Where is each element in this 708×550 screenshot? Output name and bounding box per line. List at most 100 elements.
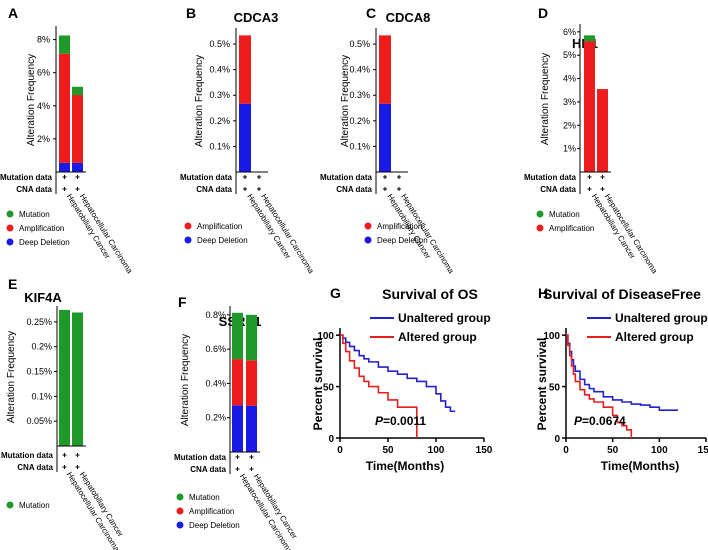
y-axis-label-C: Alteration Frequency (340, 55, 351, 147)
legend-label-C-2: Deep Deletion (377, 236, 428, 245)
bar-B-amplification-1 (239, 35, 251, 104)
y-axis-label-E: Alteration Frequency (6, 331, 17, 423)
survival-curve-G-altered-group (340, 334, 418, 438)
cna-data-label-B: CNA data (196, 185, 232, 194)
bar-D-mutation-1 (584, 35, 595, 42)
chart-title-G: Survival of OS (382, 286, 478, 302)
legend-marker-E-1 (6, 501, 14, 509)
y-tick-label-D: 5% (563, 50, 576, 60)
legend-label-E-1: Mutation (19, 501, 50, 510)
legend-marker-C-1 (364, 222, 372, 230)
legend-label-G-2: Altered group (398, 330, 477, 344)
bar-A-amplification-2 (72, 95, 83, 163)
survival-curve-G-unaltered-group (340, 334, 456, 413)
category-label-A-2: Hepatocellular Carcinoma (78, 192, 135, 275)
bar-F-amplification-1 (232, 359, 243, 406)
bar-C-amplification-1 (379, 35, 391, 104)
y-tick-label-B: 0.4% (209, 65, 230, 75)
legend-marker-F-1 (176, 493, 184, 501)
p-value-G: P=0.0011 (375, 414, 426, 428)
legend-marker-A-2 (6, 224, 14, 232)
survival-curve-H-altered-group (566, 334, 633, 438)
panel-letter-B: B (186, 5, 196, 21)
legend-label-C-1: Amplification (377, 222, 422, 231)
y-axis-label-H: Percent survival (535, 338, 549, 431)
y-tick-label-H: 50 (549, 383, 561, 394)
bar-A-mutation-2 (72, 86, 83, 96)
x-tick-label-H: 150 (698, 445, 708, 456)
legend-label-A-2: Amplification (19, 224, 64, 233)
panel-letter-F: F (178, 294, 187, 310)
y-tick-label-F: 0.2% (205, 413, 226, 423)
legend-marker-A-1 (6, 210, 14, 218)
legend-marker-F-3 (176, 521, 184, 529)
bar-D-amplification-2 (597, 89, 608, 172)
y-tick-label-H: 0 (554, 434, 560, 445)
bar-D-amplification-1 (584, 41, 595, 173)
legend-marker-A-3 (6, 238, 14, 246)
y-axis-label-D: Alteration Frequency (540, 53, 551, 145)
legend-marker-D-2 (536, 224, 544, 232)
chart-title-H: Survival of DiseaseFree (543, 286, 701, 302)
y-tick-label-D: 6% (563, 27, 576, 37)
y-tick-label-A: 4% (37, 101, 50, 111)
mutation-data-label-A: Mutation data (0, 173, 53, 182)
category-label-D-2: Hepatocellular Carcinoma (603, 192, 660, 275)
x-tick-label-G: 50 (382, 445, 394, 456)
cna-data-label-A: CNA data (16, 185, 52, 194)
legend-label-D-1: Mutation (549, 210, 580, 219)
category-label-B-2: Hepatocellular Carcinoma (259, 192, 316, 275)
survival-curve-H-unaltered-group (566, 334, 678, 412)
bar-A-deep-deletion-2 (72, 162, 83, 172)
y-axis-label-F: Alteration Frequency (180, 334, 191, 426)
legend-marker-B-2 (184, 236, 192, 244)
panel-letter-G: G (330, 285, 341, 301)
bar-C-deep-deletion-1 (379, 103, 391, 172)
legend-label-F-3: Deep Deletion (189, 521, 240, 530)
y-tick-label-A: 2% (37, 134, 50, 144)
y-tick-label-C: 0.2% (349, 116, 370, 126)
bar-F-mutation-2 (246, 314, 257, 361)
bar-B-deep-deletion-1 (239, 103, 251, 172)
y-tick-label-A: 6% (37, 68, 50, 78)
legend-label-G-1: Unaltered group (398, 311, 491, 325)
y-tick-label-G: 0 (328, 434, 334, 445)
y-axis-label-A: Alteration Frequency (26, 54, 37, 146)
mutation-data-label-B: Mutation data (180, 173, 233, 182)
panel-letter-E: E (8, 276, 17, 292)
bar-F-amplification-2 (246, 360, 257, 406)
legend-marker-D-1 (536, 210, 544, 218)
bar-E-mutation-1 (59, 309, 70, 446)
y-tick-label-E: 0.1% (31, 391, 52, 401)
cna-data-label-E: CNA data (17, 463, 53, 472)
legend-label-B-1: Amplification (197, 222, 242, 231)
y-tick-label-B: 0.3% (209, 90, 230, 100)
y-tick-label-C: 0.1% (349, 141, 370, 151)
cna-data-label-F: CNA data (190, 465, 226, 474)
bar-F-mutation-1 (232, 312, 243, 360)
p-value-prefix-G: P (375, 414, 384, 428)
panel-letter-H: H (538, 285, 548, 301)
y-tick-label-F: 0.8% (205, 310, 226, 320)
y-tick-label-G: 100 (317, 331, 334, 342)
chart-title-C: CDCA8 (386, 10, 431, 25)
panel-letter-D: D (538, 5, 548, 21)
p-value-H: P=0.0674 (574, 414, 626, 428)
x-tick-label-G: 150 (476, 445, 493, 456)
x-tick-label-G: 0 (337, 445, 343, 456)
legend-marker-B-1 (184, 222, 192, 230)
y-axis-label-B: Alteration Frequency (194, 55, 205, 147)
y-tick-label-E: 0.05% (26, 416, 52, 426)
x-tick-label-H: 50 (607, 445, 619, 456)
y-tick-label-C: 0.4% (349, 65, 370, 75)
y-tick-label-E: 0.25% (26, 317, 52, 327)
legend-label-A-3: Deep Deletion (19, 238, 70, 247)
y-tick-label-D: 1% (563, 144, 576, 154)
cna-data-label-C: CNA data (336, 185, 372, 194)
bar-F-deep-deletion-2 (246, 405, 257, 452)
chart-title-B: CDCA3 (234, 10, 279, 25)
p-value-prefix-H: P (574, 414, 583, 428)
cna-data-label-D: CNA data (540, 185, 576, 194)
y-tick-label-D: 2% (563, 120, 576, 130)
